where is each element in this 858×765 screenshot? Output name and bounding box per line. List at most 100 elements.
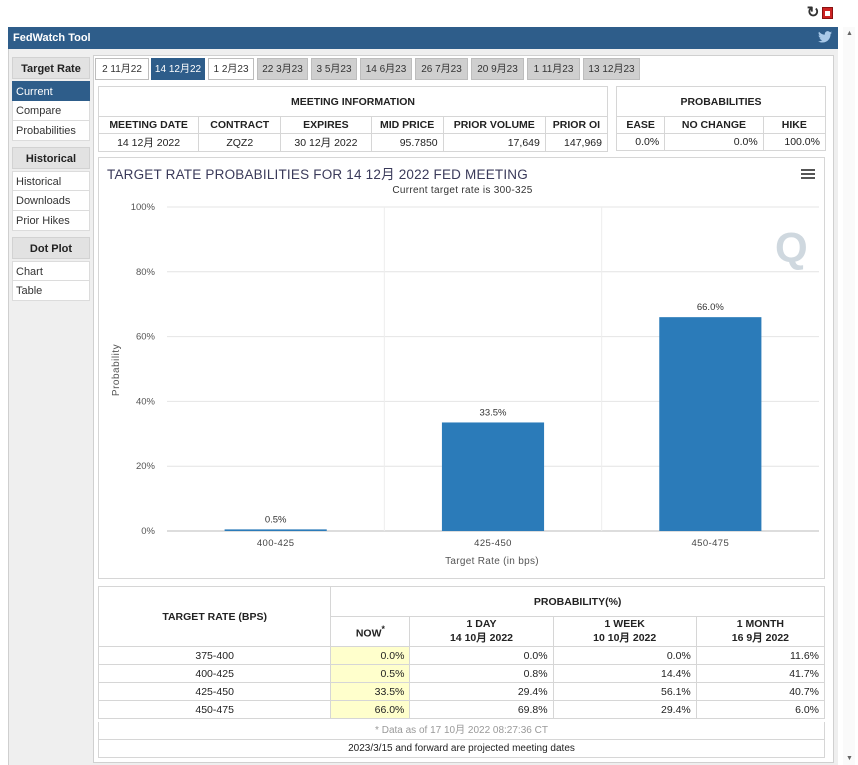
- col-header: MID PRICE: [370, 116, 444, 134]
- meeting-date: 14 12月 2022: [97, 133, 200, 152]
- header-line1: 1 WEEK: [604, 618, 645, 630]
- col-header-1month: 1 MONTH 16 9月 2022: [695, 616, 826, 647]
- mid-price: 95.7850: [370, 133, 444, 152]
- week-cell: 14.4%: [552, 664, 697, 683]
- x-tick-label: 450-475: [691, 538, 729, 549]
- probabilities-caption: PROBABILITIES: [616, 86, 826, 117]
- y-tick-label: 20%: [136, 461, 156, 472]
- data-label: 66.0%: [697, 302, 724, 313]
- refresh-icon[interactable]: ↻: [806, 4, 820, 21]
- header-line2: 14 10月 2022: [449, 632, 514, 644]
- now-label: NOW: [355, 627, 382, 640]
- meeting-info-caption: MEETING INFORMATION: [98, 86, 608, 117]
- scroll-down-icon[interactable]: ▼: [846, 755, 853, 762]
- sidebar-item-table[interactable]: Table: [12, 281, 90, 301]
- bar: [659, 317, 762, 531]
- sidebar-item-prior-hikes[interactable]: Prior Hikes: [12, 211, 90, 231]
- ease-value: 0.0%: [615, 133, 666, 151]
- header-line2: 10 10月 2022: [593, 632, 657, 644]
- col-header: PRIOR VOLUME: [442, 116, 546, 134]
- now-cell: 33.5%: [330, 682, 411, 701]
- month-cell: 40.7%: [695, 682, 826, 701]
- y-tick-label: 0%: [141, 526, 155, 537]
- y-axis-label: Probability: [111, 344, 122, 396]
- bar: [224, 529, 327, 531]
- chart-title: TARGET RATE PROBABILITIES FOR 14 12月 202…: [107, 167, 528, 182]
- col-header: EXPIRES: [280, 116, 372, 134]
- meeting-info-table: MEETING INFORMATION MEETING DATE CONTRAC…: [97, 86, 609, 152]
- app-title: FedWatch Tool: [13, 32, 91, 44]
- col-header: HIKE: [762, 116, 827, 134]
- sidebar-item-chart[interactable]: Chart: [12, 261, 90, 281]
- sidebar-heading-dot-plot: Dot Plot: [12, 237, 90, 259]
- col-header: CONTRACT: [198, 116, 282, 134]
- y-tick-label: 80%: [136, 267, 156, 278]
- target-rate-header: TARGET RATE (BPS): [97, 586, 332, 647]
- x-axis-label: Target Rate (in bps): [445, 556, 539, 567]
- table-row: 375-400 0.0% 0.0% 0.0% 11.6%: [97, 646, 826, 665]
- header-line1: 1 MONTH: [736, 618, 785, 630]
- pdf-icon[interactable]: [822, 7, 833, 19]
- col-header: PRIOR OI: [544, 116, 609, 134]
- tab-meeting-8[interactable]: 20 9月23: [471, 58, 524, 80]
- day-cell: 69.8%: [409, 700, 554, 719]
- sidebar-item-historical[interactable]: Historical: [12, 171, 90, 191]
- tab-meeting-7[interactable]: 26 7月23: [415, 58, 468, 80]
- table-row: 450-475 66.0% 69.8% 29.4% 6.0%: [97, 700, 826, 719]
- table-row: 400-425 0.5% 0.8% 14.4% 41.7%: [97, 664, 826, 683]
- month-cell: 41.7%: [695, 664, 826, 683]
- rate-cell: 375-400: [97, 646, 332, 665]
- header-line2: 16 9月 2022: [731, 632, 789, 644]
- tab-meeting-5[interactable]: 3 5月23: [311, 58, 357, 80]
- data-label: 33.5%: [480, 407, 507, 418]
- prior-volume: 17,649: [442, 133, 546, 152]
- tab-meeting-10[interactable]: 13 12月23: [583, 58, 640, 80]
- tab-meeting-1[interactable]: 2 11月22: [95, 58, 149, 80]
- tab-meeting-6[interactable]: 14 6月23: [360, 58, 412, 80]
- col-header-1week: 1 WEEK 10 10月 2022: [552, 616, 697, 647]
- scrollbar[interactable]: [843, 27, 855, 765]
- sidebar-item-compare[interactable]: Compare: [12, 101, 90, 121]
- projected-dates-footer: 2023/3/15 and forward are projected meet…: [98, 740, 825, 758]
- tab-meeting-3[interactable]: 1 2月23: [208, 58, 254, 80]
- month-cell: 11.6%: [695, 646, 826, 665]
- now-cell: 0.0%: [330, 646, 411, 665]
- month-cell: 6.0%: [695, 700, 826, 719]
- tab-meeting-9[interactable]: 1 11月23: [527, 58, 580, 80]
- header-line1: 1 DAY: [466, 618, 497, 630]
- tab-meeting-2[interactable]: 14 12月22: [151, 58, 205, 80]
- week-cell: 0.0%: [552, 646, 697, 665]
- rate-cell: 450-475: [97, 700, 332, 719]
- bar: [441, 422, 545, 531]
- scroll-up-icon[interactable]: ▲: [846, 30, 853, 37]
- contract: ZQZ2: [198, 133, 282, 152]
- top-toolbar: ↻: [0, 0, 858, 26]
- tab-meeting-4[interactable]: 22 3月23: [257, 58, 308, 80]
- y-tick-label: 100%: [131, 202, 156, 213]
- week-cell: 56.1%: [552, 682, 697, 701]
- probability-group-header: PROBABILITY(%): [330, 586, 825, 617]
- sidebar-item-current[interactable]: Current: [12, 81, 90, 101]
- expires: 30 12月 2022: [280, 133, 372, 152]
- sidebar-item-probabilities[interactable]: Probabilities: [12, 121, 90, 141]
- rate-cell: 425-450: [97, 682, 332, 701]
- probabilities-table: PROBABILITIES EASE NO CHANGE HIKE 0.0% 0…: [615, 86, 827, 151]
- sidebar-item-downloads[interactable]: Downloads: [12, 191, 90, 211]
- y-tick-label: 60%: [136, 332, 156, 343]
- table-row: 425-450 33.5% 29.4% 56.1% 40.7%: [97, 682, 826, 701]
- chart-menu-icon[interactable]: [801, 169, 815, 179]
- col-header-now: NOW*: [330, 616, 411, 647]
- day-cell: 29.4%: [409, 682, 554, 701]
- week-cell: 29.4%: [552, 700, 697, 719]
- twitter-icon[interactable]: [818, 31, 832, 43]
- now-cell: 0.5%: [330, 664, 411, 683]
- data-timestamp-note: * Data as of 17 10月 2022 08:27:36 CT: [98, 722, 825, 740]
- x-tick-label: 425-450: [474, 538, 512, 549]
- prior-oi: 147,969: [544, 133, 609, 152]
- sidebar-heading-target-rate: Target Rate: [12, 57, 90, 79]
- data-label: 0.5%: [265, 514, 287, 525]
- sidebar: Target Rate Current Compare Probabilitie…: [12, 57, 90, 301]
- col-header: MEETING DATE: [97, 116, 200, 134]
- chart-container: TARGET RATE PROBABILITIES FOR 14 12月 202…: [98, 157, 825, 579]
- x-tick-label: 400-425: [257, 538, 295, 549]
